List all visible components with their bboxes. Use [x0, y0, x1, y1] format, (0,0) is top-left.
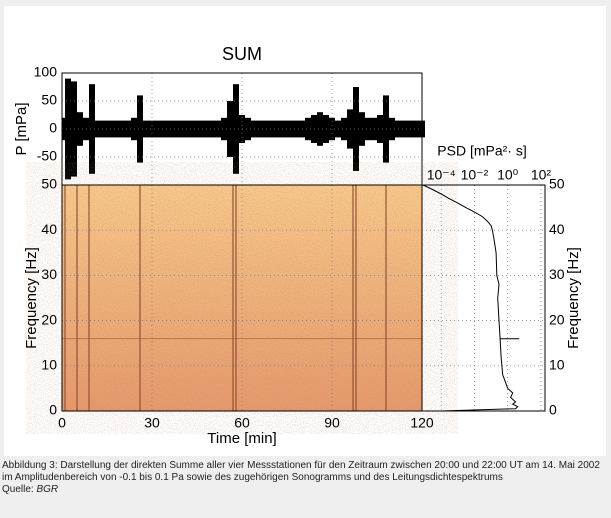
y-tick-label: 10 — [549, 357, 565, 373]
psd-line — [422, 184, 520, 412]
x-tick-label: 0 — [58, 415, 66, 431]
amplitude — [413, 120, 419, 138]
amplitude — [101, 120, 107, 138]
amplitude — [257, 120, 263, 138]
caption-source: Quelle: BGR — [2, 484, 602, 496]
amplitude — [77, 112, 83, 146]
event-stripe — [235, 185, 237, 411]
x-tick-label: 120 — [410, 415, 434, 431]
amplitude — [401, 120, 407, 138]
amplitude — [317, 112, 323, 146]
x-axis-label: Time [min] — [207, 430, 276, 447]
frame — [421, 184, 546, 412]
y-tick-label: 40 — [549, 221, 565, 237]
amplitude — [389, 117, 395, 141]
x-tick-label: 90 — [324, 415, 340, 431]
y-axis-label: Frequency [Hz] — [23, 247, 40, 349]
amplitude — [233, 84, 239, 174]
y-tick-label: 50 — [549, 176, 565, 192]
y-tick-label: 0 — [549, 402, 557, 418]
event-stripe — [76, 185, 78, 411]
y-axis-label: Frequency [Hz] — [565, 247, 582, 349]
x-tick-label: 60 — [234, 415, 250, 431]
x-tick-label: 10⁻⁴ — [427, 167, 456, 183]
x-tick-label: 10⁻² — [461, 167, 489, 183]
y-tick-label: 100 — [34, 64, 58, 80]
x-tick-label: 10⁰ — [497, 167, 519, 183]
y-tick-label: 0 — [49, 402, 57, 418]
amplitude — [365, 117, 371, 141]
x-tick-label: 10² — [531, 167, 552, 183]
amplitude — [113, 120, 119, 138]
event-stripe — [352, 185, 354, 411]
event-stripe — [232, 185, 234, 411]
source: BGR — [36, 484, 59, 495]
y-tick-label: 20 — [41, 311, 57, 327]
event-stripe — [139, 185, 141, 411]
amplitude — [173, 120, 179, 138]
amplitude — [305, 117, 311, 141]
y-tick-label: 50 — [41, 176, 57, 192]
y-tick-label: 40 — [41, 221, 57, 237]
amplitude — [185, 120, 191, 138]
amplitude — [125, 120, 131, 138]
y-tick-label: 10 — [41, 357, 57, 373]
event-stripe — [64, 185, 66, 411]
amplitude — [353, 87, 359, 171]
y-axis-label: P [mPa] — [13, 102, 30, 155]
y-tick-label: 20 — [549, 311, 565, 327]
amplitude — [221, 117, 227, 141]
amplitude — [341, 117, 347, 141]
amplitude — [209, 120, 215, 138]
psd-title: PSD [mPa²· s] — [437, 143, 526, 159]
event-stripe — [355, 185, 357, 411]
y-tick-label: 30 — [41, 266, 57, 282]
x-tick-label: 30 — [144, 415, 160, 431]
amplitude — [197, 120, 203, 138]
amplitude — [269, 120, 275, 138]
y-tick-label: -50 — [37, 148, 57, 164]
amplitude — [137, 95, 143, 163]
chart-title: SUM — [222, 44, 262, 64]
source-label: Quelle: — [2, 484, 34, 495]
amplitude — [65, 78, 71, 180]
amplitude — [245, 117, 251, 141]
caption-text: Abbildung 3: Darstellung der direkten Su… — [2, 460, 600, 483]
amplitude — [281, 120, 287, 138]
amplitude — [161, 120, 167, 138]
event-stripe — [88, 185, 90, 411]
amplitude — [293, 120, 299, 138]
y-tick-label: 0 — [49, 120, 57, 136]
event-stripe — [385, 185, 387, 411]
y-tick-label: 30 — [549, 266, 565, 282]
y-tick-label: 50 — [41, 92, 57, 108]
caption: Abbildung 3: Darstellung der direkten Su… — [2, 460, 602, 496]
amplitude — [89, 84, 95, 174]
amplitude — [377, 115, 383, 143]
